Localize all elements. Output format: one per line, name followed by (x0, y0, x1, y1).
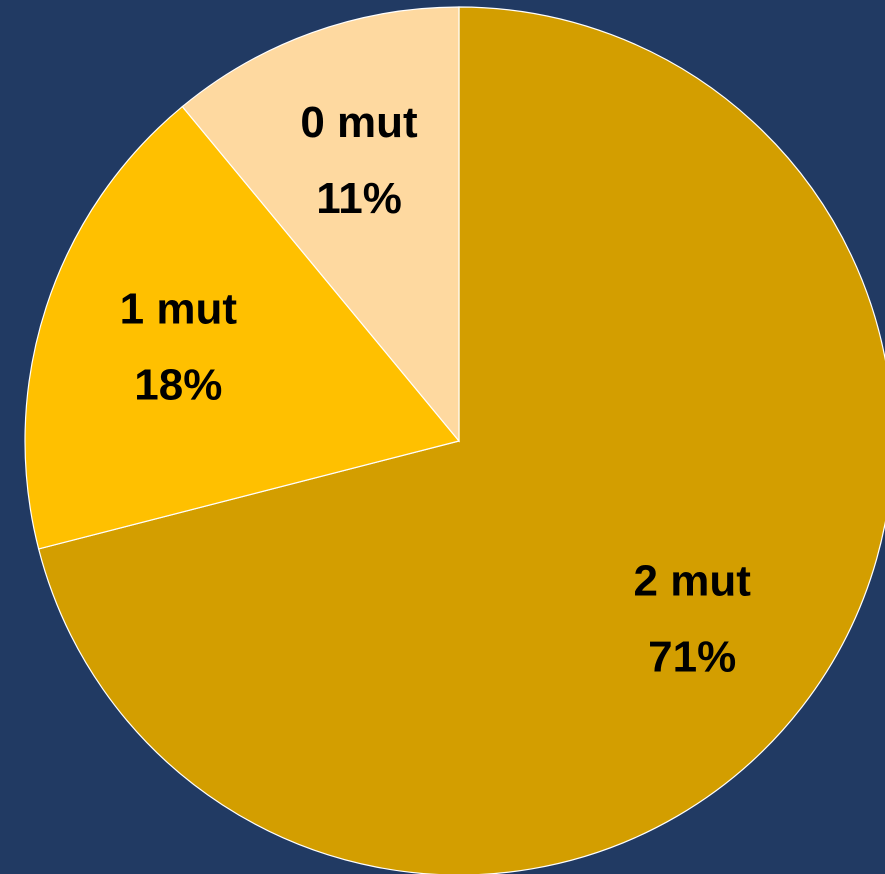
slice-label: 2 mut (634, 557, 752, 606)
value-label: 18% (134, 360, 222, 409)
pie-slice (181, 6, 460, 443)
value-label: 11% (316, 174, 402, 223)
pie-slice (37, 6, 885, 874)
slice-label: 1 mut (120, 284, 238, 333)
slice-label: 0 mut (300, 98, 418, 147)
value-label: 71% (648, 633, 736, 682)
pie-slice (24, 105, 461, 550)
